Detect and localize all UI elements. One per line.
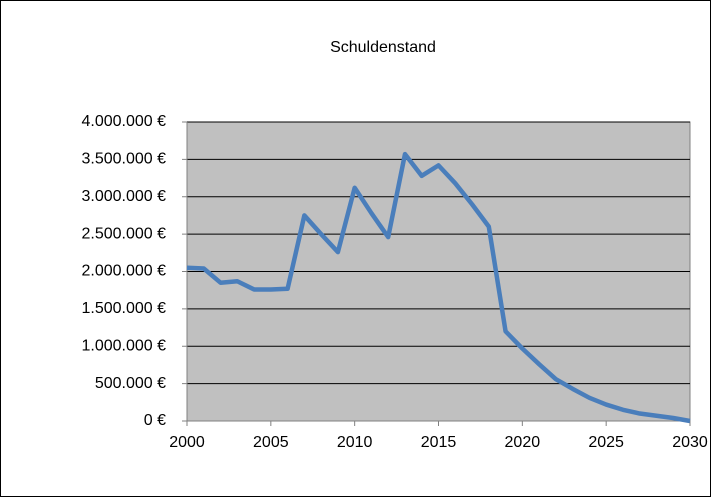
x-tick-label: 2010: [337, 434, 373, 451]
x-tick-label: 2030: [672, 434, 708, 451]
y-tick-label: 4.000.000 €: [81, 113, 166, 130]
x-tick-label: 2000: [169, 434, 205, 451]
y-tick-label: 3.500.000 €: [81, 151, 166, 168]
y-tick-label: 500.000 €: [95, 375, 166, 392]
y-tick-label: 2.500.000 €: [81, 225, 166, 242]
line-series: [186, 151, 691, 424]
y-tick-label: 0 €: [144, 412, 166, 429]
x-tick-label: 2015: [421, 434, 457, 451]
y-tick-label: 2.000.000 €: [81, 263, 166, 280]
x-tick-label: 2025: [588, 434, 624, 451]
y-tick-label: 3.000.000 €: [81, 188, 166, 205]
y-tick-label: 1.500.000 €: [81, 300, 166, 317]
x-tick-label: 2020: [505, 434, 541, 451]
x-tick-label: 2005: [253, 434, 289, 451]
chart-title: Schuldenstand: [330, 39, 436, 56]
y-tick-label: 1.000.000 €: [81, 337, 166, 354]
